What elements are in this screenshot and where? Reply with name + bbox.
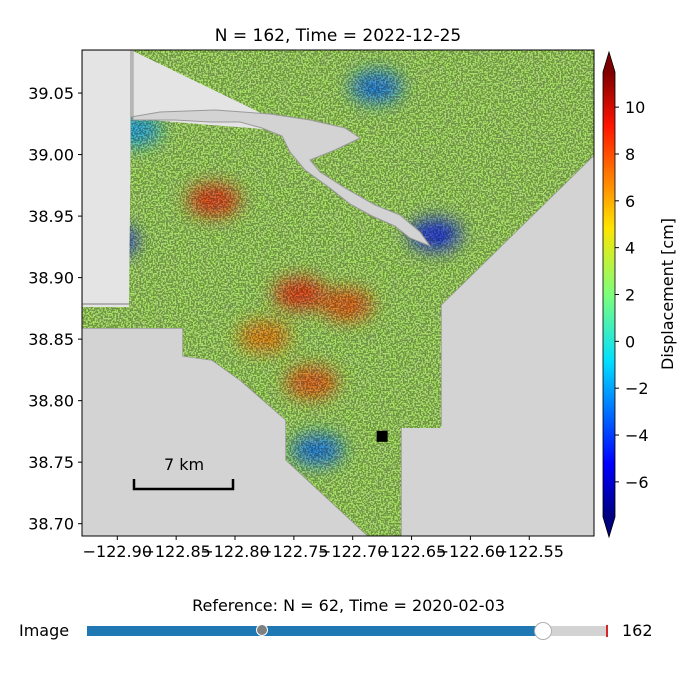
y-tick-label: 38.90 [28,269,74,288]
slider-fill [87,626,544,636]
x-tick-label: −122.90 [83,542,152,561]
y-tick-label: 38.85 [28,330,74,349]
scalebar: 7 km [132,455,235,491]
y-tick-label: 38.75 [28,453,74,472]
x-tick-label: −122.80 [200,542,269,561]
slider-reference-marker [255,624,268,636]
map-axes: 7 km −122.90−122.85−122.80−122.75−122.70… [28,26,595,561]
colorbar-tick-label: −2 [625,379,649,398]
colorbar-tick-label: 4 [625,239,635,258]
slider-handle[interactable] [534,622,553,640]
colorbar-tick-label: 10 [625,98,645,117]
slider-label: Image [19,621,70,640]
y-tick-label: 39.05 [28,84,74,103]
colorbar-tick-label: 2 [625,286,635,305]
slider-max-marker [606,625,608,637]
colorbar-tick-label: 6 [625,192,635,211]
colorbar-extend-max [603,52,615,72]
image-slider[interactable] [87,622,608,640]
x-tick-label: −122.85 [141,542,210,561]
y-tick-label: 38.80 [28,392,74,411]
colorbar-label: Displacement [cm] [658,218,677,370]
slider-value: 162 [622,621,653,640]
x-tick-label: −122.70 [318,542,387,561]
y-axis: 38.70 38.75 38.80 38.85 38.90 38.95 39.00 39.05 [28,84,82,534]
scalebar-line [132,479,235,491]
colorbar-tick-label: 0 [625,332,635,351]
axes-frame [81,49,595,537]
colorbar-tick-label: −6 [625,473,649,492]
y-tick-label: 39.00 [28,146,74,165]
x-tick-label: −122.65 [377,542,446,561]
reference-point-marker [376,430,388,442]
colorbar-extend-min [603,517,615,537]
y-tick-label: 38.95 [28,207,74,226]
x-tick-label: −122.75 [259,542,328,561]
x-tick-label: −122.60 [436,542,505,561]
colorbar: 10 8 6 4 2 0 −2 −4 −6 Displacement [cm] [602,50,677,539]
colorbar-gradient [603,72,615,517]
chart-title: N = 162, Time = 2022-12-25 [215,26,461,46]
reference-caption: Reference: N = 62, Time = 2020-02-03 [192,596,505,615]
x-tick-label: −122.55 [495,542,564,561]
water-bay [130,50,432,248]
colorbar-frame [602,50,616,539]
y-tick-label: 38.70 [28,515,74,534]
colorbar-tick-label: −4 [625,426,649,445]
x-axis: −122.90−122.85−122.80−122.75−122.70−122.… [83,536,564,561]
colorbar-tick-label: 8 [625,145,635,164]
scalebar-label: 7 km [164,455,204,474]
